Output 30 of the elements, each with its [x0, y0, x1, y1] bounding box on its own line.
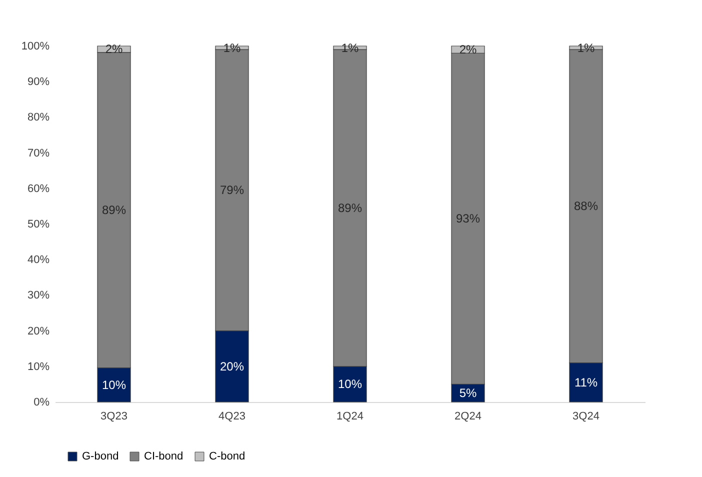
data-label: 20%: [220, 359, 244, 374]
y-tick-label: 30%: [27, 290, 50, 302]
y-tick-label: 40%: [27, 254, 50, 266]
y-tick-label: 80%: [27, 112, 50, 124]
y-tick-label: 70%: [27, 147, 50, 160]
data-label: 10%: [338, 377, 362, 392]
x-tick-label: 3Q23: [100, 410, 128, 422]
data-label: 79%: [220, 183, 244, 198]
x-tick-label: 3Q24: [572, 410, 600, 422]
y-tick-label: 100%: [21, 40, 50, 52]
legend-label: G-bond: [82, 450, 119, 463]
x-tick-label: 4Q23: [218, 410, 246, 422]
data-label: 5%: [459, 386, 477, 400]
y-tick-label: 90%: [27, 76, 50, 88]
data-label: 88%: [574, 199, 598, 214]
y-tick-label: 60%: [27, 182, 50, 195]
legend-label: CI-bond: [144, 450, 184, 463]
data-label: 11%: [574, 375, 598, 390]
y-tick-label: 0%: [34, 396, 50, 408]
data-label: 2%: [459, 42, 477, 57]
data-label: 89%: [338, 200, 362, 215]
data-label: 10%: [102, 378, 126, 392]
y-tick-label: 10%: [27, 360, 50, 373]
y-tick-label: 20%: [27, 325, 50, 338]
y-tick-label: 50%: [27, 218, 50, 230]
legend-label: C-bond: [209, 450, 246, 463]
x-tick-label: 1Q24: [336, 410, 364, 422]
data-label: 93%: [456, 212, 480, 226]
x-tick-label: 2Q24: [454, 410, 482, 422]
data-label: 89%: [102, 203, 126, 218]
